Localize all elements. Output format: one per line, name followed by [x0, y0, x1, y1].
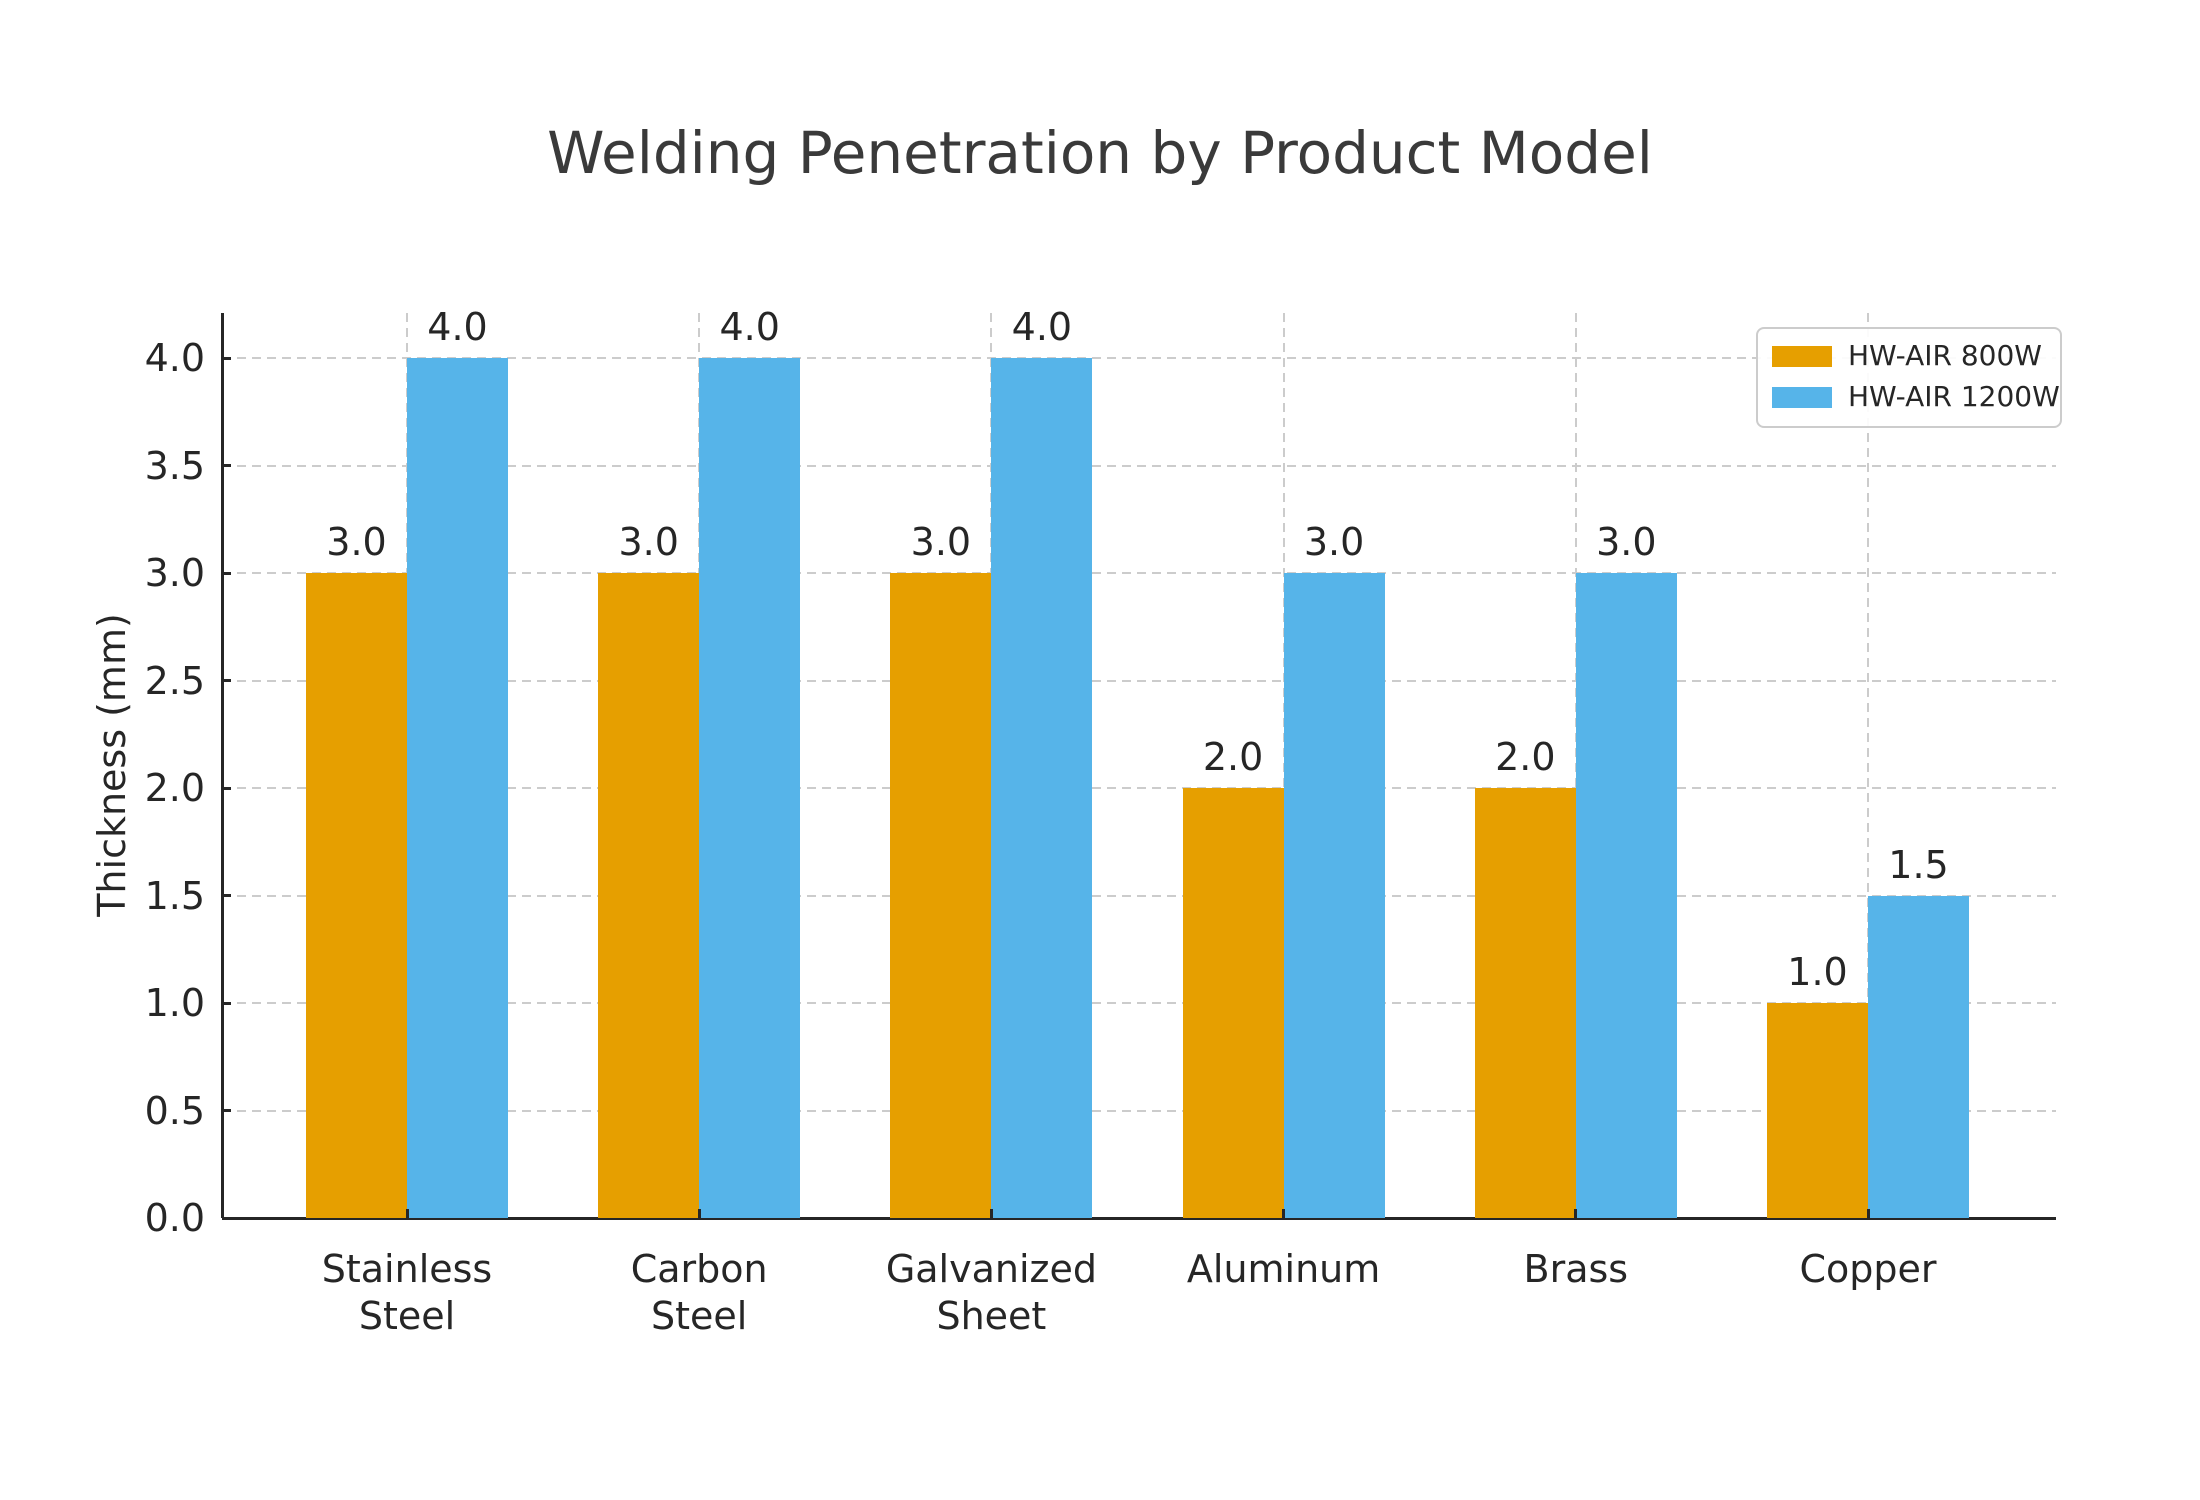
x-tick-mark	[1574, 1209, 1578, 1218]
grid-line-horizontal	[222, 1109, 2056, 1112]
bar	[407, 358, 508, 1218]
bar	[1474, 788, 1576, 1218]
x-tick-mark	[697, 1209, 701, 1218]
x-category-label: Aluminum	[1186, 1247, 1381, 1291]
bar	[1575, 573, 1677, 1218]
bar	[890, 573, 992, 1218]
legend-swatch	[1772, 345, 1832, 367]
legend-label: HW-AIR 800W	[1848, 339, 2042, 372]
bar-value-label: 3.0	[1303, 520, 1365, 565]
y-tick-label: 0.5	[144, 1088, 205, 1133]
bar-value-label: 4.0	[427, 305, 488, 350]
grid-line-horizontal	[222, 787, 2056, 790]
x-category-label: Carbon Steel	[630, 1247, 768, 1338]
bar-value-label: 3.0	[618, 520, 679, 565]
bar	[306, 573, 407, 1218]
grid-line-horizontal	[222, 1002, 2056, 1005]
bar	[598, 573, 700, 1218]
y-tick-mark	[222, 786, 231, 790]
y-tick-label: 1.5	[144, 873, 205, 918]
y-tick-label: 3.5	[144, 443, 205, 488]
bar-value-label: 3.0	[910, 520, 972, 565]
x-tick-mark	[1282, 1209, 1286, 1218]
x-category-label: Stainless Steel	[321, 1247, 493, 1338]
bar-value-label: 2.0	[1495, 735, 1556, 780]
bar	[1767, 1003, 1868, 1218]
y-tick-label: 3.0	[144, 551, 205, 596]
y-tick-label: 4.0	[144, 336, 205, 381]
x-tick-mark	[1866, 1209, 1870, 1218]
x-axis-spine	[222, 1216, 2056, 1220]
y-tick-mark	[222, 1109, 231, 1113]
bar	[1283, 573, 1385, 1218]
x-tick-mark	[405, 1209, 409, 1218]
y-axis-spine	[220, 313, 224, 1218]
y-tick-label: 2.5	[144, 658, 205, 703]
y-tick-label: 0.0	[144, 1196, 205, 1240]
y-tick-mark	[222, 679, 231, 683]
bar-value-label: 3.0	[1596, 520, 1657, 565]
y-tick-mark	[222, 1001, 231, 1005]
bar-value-label: 2.0	[1202, 735, 1264, 780]
bar-value-label: 4.0	[1011, 305, 1073, 350]
legend-swatch	[1772, 386, 1832, 408]
y-tick-mark	[222, 1216, 231, 1220]
legend: HW-AIR 800W HW-AIR 1200W	[1756, 327, 2062, 428]
legend-row: HW-AIR 800W	[1772, 339, 2044, 373]
grid-line-horizontal	[222, 679, 2056, 682]
bar-value-label: 1.0	[1787, 950, 1848, 995]
y-axis-label: Thickness (mm)	[90, 613, 134, 917]
bar	[1182, 788, 1284, 1218]
grid-line-horizontal	[222, 464, 2056, 467]
y-tick-mark	[222, 464, 231, 468]
chart-title: Welding Penetration by Product Model	[547, 119, 1653, 187]
legend-label: HW-AIR 1200W	[1848, 380, 2060, 413]
y-tick-mark	[222, 571, 231, 575]
x-tick-mark	[989, 1209, 993, 1218]
x-category-label: Galvanized Sheet	[885, 1247, 1097, 1338]
y-tick-label: 2.0	[144, 766, 205, 811]
bar-value-label: 4.0	[719, 305, 780, 350]
bar-value-label: 1.5	[1888, 842, 1949, 887]
y-tick-mark	[222, 894, 231, 898]
legend-row: HW-AIR 1200W	[1772, 380, 2060, 414]
grid-line-horizontal	[222, 894, 2056, 897]
plot-area: 3.0 3.0 3.0 2.0 2.0 1.0 4.0 4.0 4.0 3.0 3.0 1.5 0.0 0…	[145, 308, 2056, 1338]
x-category-label: Copper	[1799, 1247, 1937, 1291]
bar	[1868, 895, 1969, 1218]
bar	[699, 358, 801, 1218]
grid-line-horizontal	[222, 572, 2056, 575]
x-category-label: Brass	[1523, 1247, 1629, 1291]
y-tick-mark	[222, 356, 231, 360]
bar	[991, 358, 1093, 1218]
grid-line-horizontal	[222, 357, 2056, 360]
bar-value-label: 3.0	[326, 520, 387, 565]
y-tick-label: 1.0	[144, 981, 205, 1026]
grid-line-vertical	[1867, 313, 1869, 1218]
